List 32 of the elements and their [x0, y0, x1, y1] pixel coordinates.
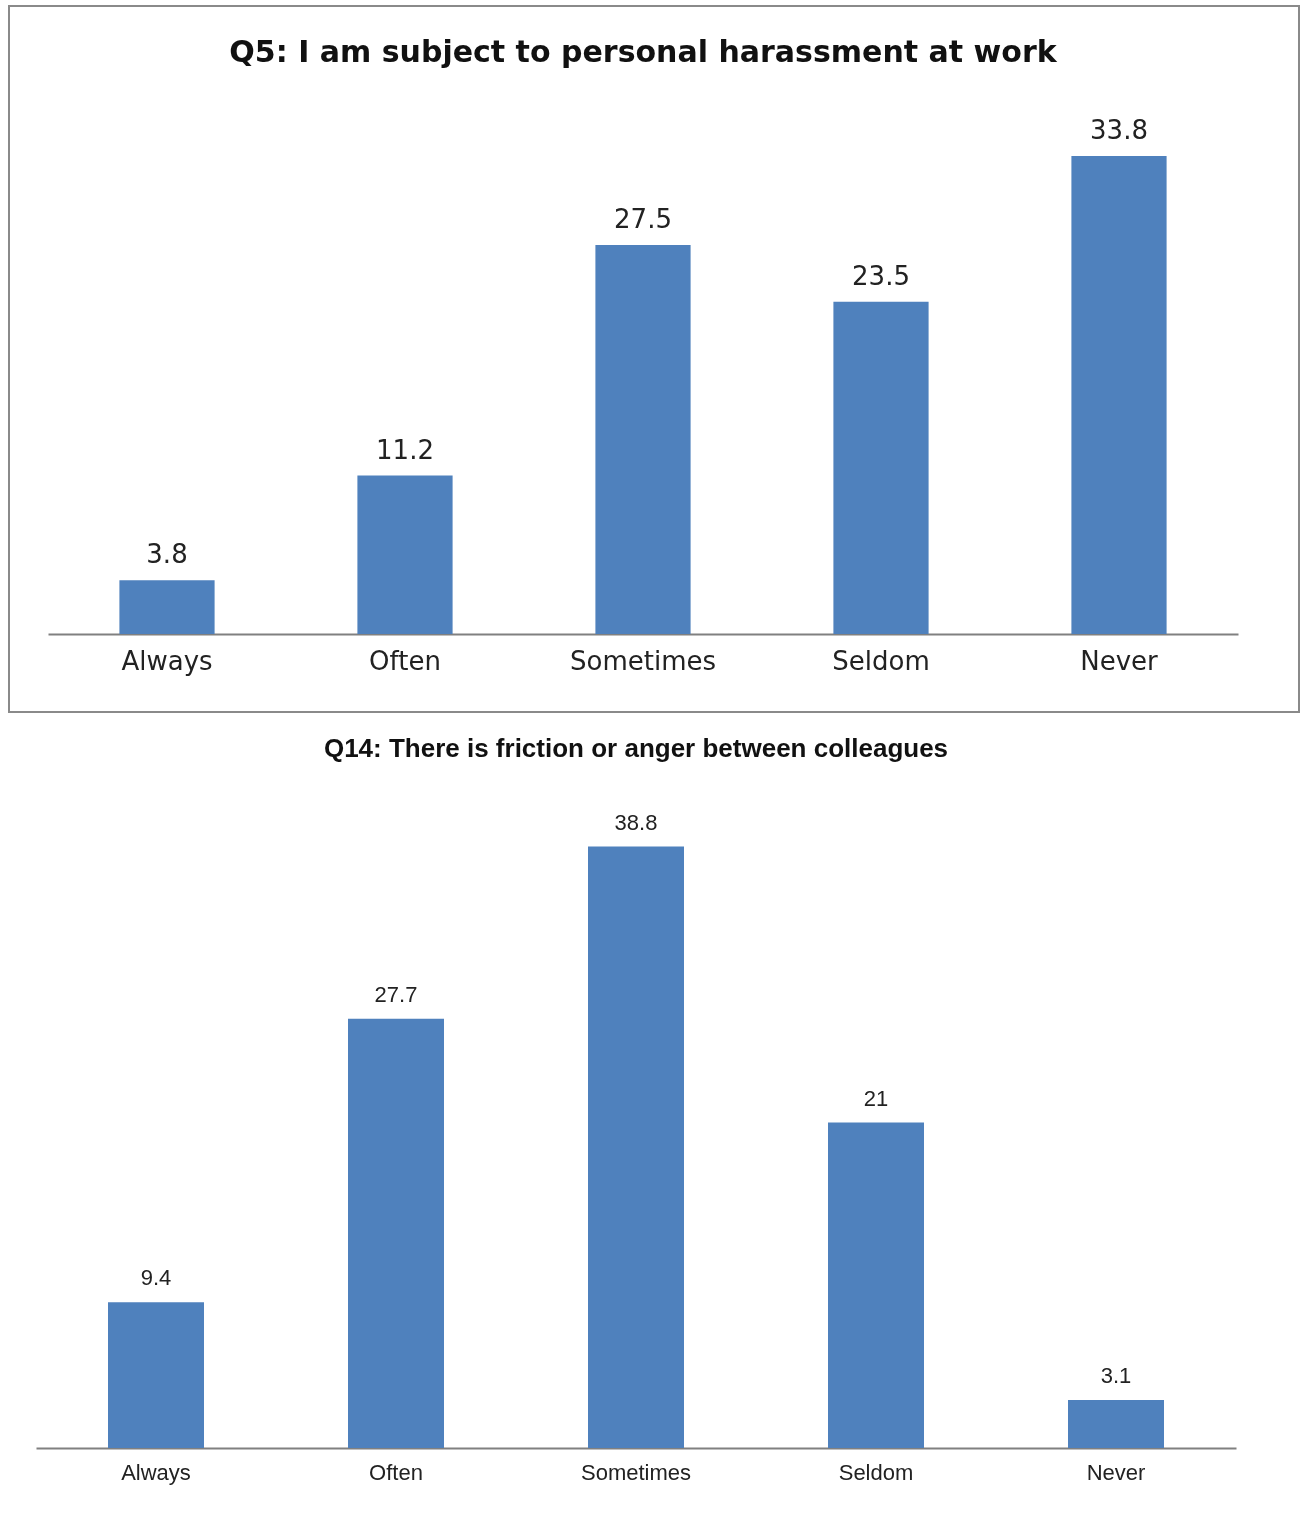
- data-label: 38.8: [614, 809, 658, 835]
- x-tick-label: Never: [1086, 1459, 1146, 1485]
- data-label: 27.7: [374, 981, 418, 1007]
- data-label: 11.2: [376, 434, 434, 465]
- x-tick-label: Sometimes: [580, 1459, 692, 1485]
- bar: [108, 1302, 204, 1448]
- bar: [357, 475, 453, 634]
- x-tick-label: Often: [369, 1459, 423, 1485]
- data-label: 33.8: [1090, 114, 1148, 145]
- bar: [828, 1122, 924, 1448]
- bar: [588, 846, 684, 1448]
- data-label: 21: [863, 1085, 889, 1111]
- chart-title: Q5: I am subject to personal harassment at work: [229, 33, 1058, 69]
- x-tick-label: Seldom: [832, 645, 930, 676]
- x-tick-label: Often: [369, 645, 441, 676]
- x-tick-label: Seldom: [838, 1459, 914, 1485]
- data-label: 23.5: [852, 260, 910, 291]
- data-label: 3.1: [1100, 1362, 1132, 1388]
- data-label: 27.5: [614, 204, 672, 235]
- bar: [833, 301, 929, 634]
- bar: [348, 1018, 444, 1448]
- x-tick-label: Always: [121, 645, 213, 676]
- x-tick-label: Never: [1080, 645, 1159, 676]
- data-label: 3.8: [146, 539, 188, 570]
- data-label: 9.4: [140, 1265, 172, 1291]
- bar: [1068, 1399, 1164, 1448]
- chart-title: Q14: There is friction or anger between colleagues: [323, 732, 949, 763]
- bar: [119, 580, 215, 634]
- x-tick-label: Sometimes: [569, 645, 717, 676]
- bar: [1071, 155, 1167, 634]
- bar: [595, 245, 691, 634]
- x-tick-label: Always: [121, 1459, 191, 1485]
